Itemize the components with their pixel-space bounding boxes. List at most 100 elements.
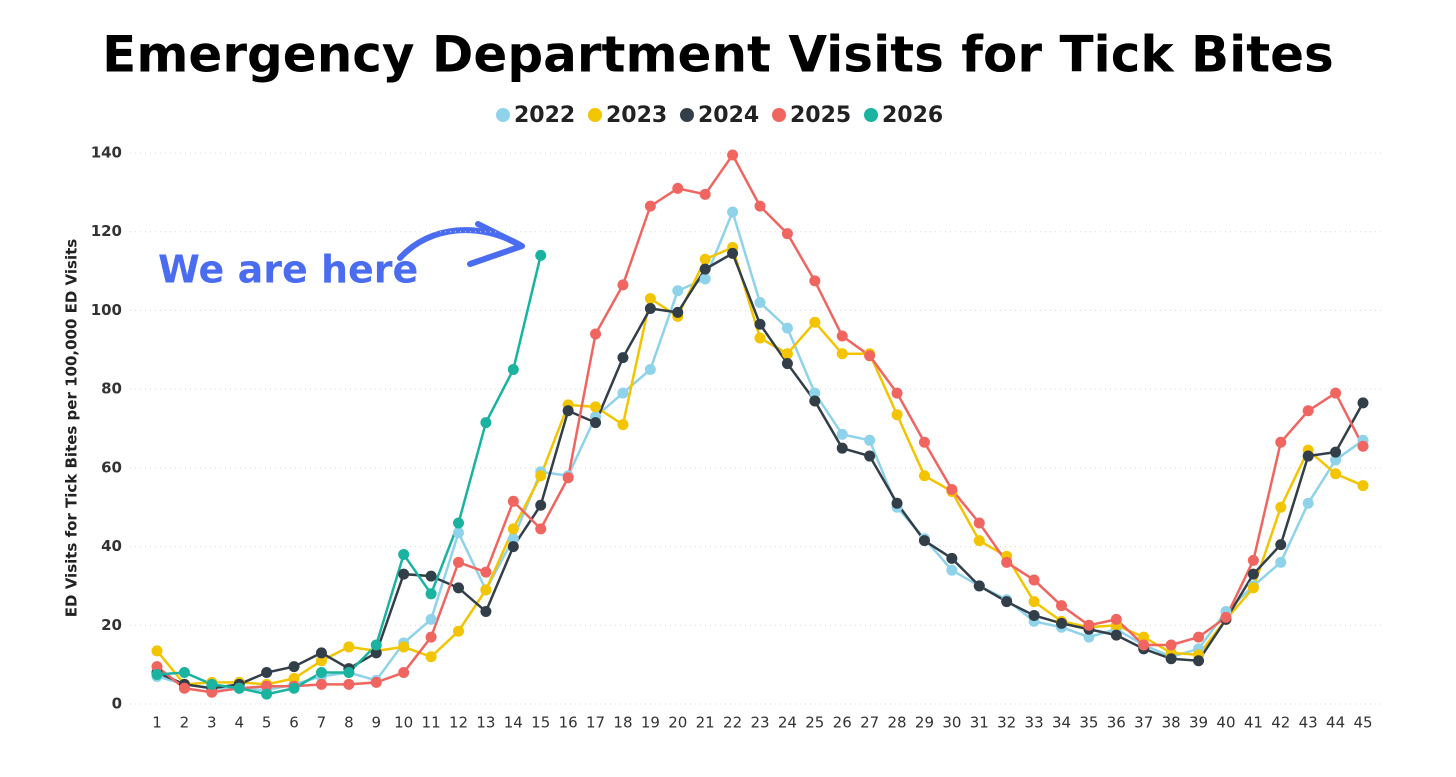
y-tick-label: 0 — [112, 695, 122, 713]
data-point — [644, 200, 656, 212]
data-point — [370, 647, 382, 659]
x-tick-label: 6 — [289, 714, 299, 732]
x-tick-label: 30 — [942, 714, 961, 732]
legend-marker — [680, 108, 694, 122]
x-tick-label: 19 — [641, 714, 660, 732]
data-point — [1275, 501, 1287, 513]
data-point — [836, 330, 848, 342]
x-tick-label: 40 — [1216, 714, 1235, 732]
data-point — [1028, 596, 1040, 608]
legend-label: 2023 — [606, 103, 667, 128]
x-tick-label: 15 — [531, 714, 550, 732]
data-point — [288, 682, 300, 694]
data-point — [206, 678, 218, 690]
x-tick-label: 44 — [1326, 714, 1345, 732]
series-line — [156, 245, 1364, 686]
x-tick-label: 39 — [1189, 714, 1208, 732]
x-tick-label: 35 — [1079, 714, 1098, 732]
data-point — [754, 332, 766, 344]
x-tick-label: 25 — [805, 714, 824, 732]
data-point — [1275, 539, 1287, 551]
data-point — [727, 149, 739, 161]
x-tick-label: 31 — [970, 714, 989, 732]
x-tick-label: 21 — [696, 714, 715, 732]
x-tick-label: 16 — [559, 714, 578, 732]
y-tick-label: 100 — [91, 301, 122, 319]
x-tick-label: 2 — [180, 714, 190, 732]
data-point — [617, 279, 629, 291]
data-point — [288, 672, 300, 684]
data-point — [672, 285, 684, 297]
data-point — [946, 484, 958, 496]
series-line — [156, 251, 1365, 690]
data-point — [480, 566, 492, 578]
series-line — [156, 152, 1365, 694]
x-tick-label: 29 — [915, 714, 934, 732]
data-point — [151, 645, 163, 657]
data-point — [699, 188, 711, 200]
data-point — [699, 273, 711, 285]
x-tick-label: 1 — [152, 714, 162, 732]
data-point — [233, 682, 245, 694]
data-point — [836, 348, 848, 360]
data-point — [1357, 397, 1369, 409]
data-point — [1056, 600, 1067, 612]
data-point — [590, 401, 602, 413]
x-tick-label: 24 — [778, 714, 797, 732]
y-tick-label: 40 — [101, 537, 122, 555]
x-tick-label: 7 — [317, 714, 327, 732]
data-point — [864, 350, 876, 362]
data-point — [453, 582, 464, 594]
data-point — [1001, 556, 1013, 568]
data-point — [425, 651, 437, 663]
y-tick-label: 80 — [101, 380, 122, 398]
data-point — [343, 667, 355, 679]
data-point — [507, 533, 519, 545]
x-tick-label: 10 — [394, 714, 413, 732]
x-tick-label: 23 — [750, 714, 769, 732]
data-point — [1302, 405, 1314, 417]
data-point — [453, 556, 464, 568]
data-point — [1330, 468, 1342, 480]
data-point — [1330, 454, 1342, 466]
data-point — [535, 470, 547, 482]
data-point — [453, 517, 464, 529]
data-point — [754, 297, 766, 309]
data-point — [343, 641, 355, 653]
data-point — [754, 318, 766, 330]
data-point — [480, 584, 492, 596]
data-point — [836, 442, 848, 454]
data-point — [1028, 574, 1040, 586]
data-point — [1083, 631, 1095, 643]
data-point — [1083, 619, 1095, 631]
data-point — [1302, 497, 1314, 509]
data-point — [151, 668, 163, 680]
data-point — [809, 395, 821, 407]
x-tick-label: 34 — [1052, 714, 1071, 732]
data-point — [370, 676, 382, 688]
data-point — [1138, 639, 1150, 651]
data-point — [617, 352, 629, 364]
x-tick-label: 32 — [997, 714, 1016, 732]
data-point — [178, 682, 190, 694]
data-point — [644, 363, 656, 375]
data-point — [1247, 568, 1259, 580]
x-tick-label: 20 — [668, 714, 687, 732]
legend-label: 2024 — [698, 103, 759, 128]
data-point — [864, 450, 876, 462]
legend-marker — [864, 108, 878, 122]
legend-label: 2022 — [514, 103, 575, 128]
data-point — [1056, 617, 1067, 629]
data-point — [261, 667, 273, 679]
legend-marker — [588, 108, 602, 122]
data-point — [1138, 631, 1150, 643]
data-point — [809, 316, 821, 328]
x-tick-label: 8 — [344, 714, 354, 732]
data-point — [1220, 611, 1232, 623]
data-point — [1275, 556, 1287, 568]
data-point — [1001, 596, 1013, 608]
data-point — [973, 517, 985, 529]
y-tick-label: 60 — [101, 458, 122, 476]
data-point — [261, 680, 273, 692]
